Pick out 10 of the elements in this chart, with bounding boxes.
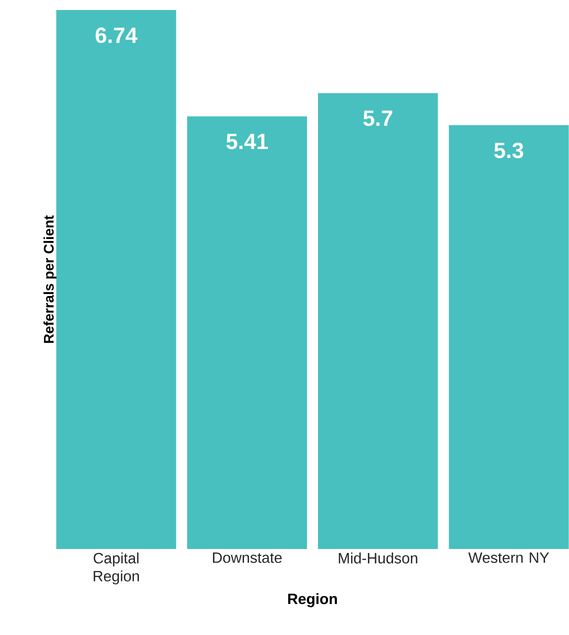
- x-tick-label: Mid-Hudson: [338, 552, 418, 564]
- x-tick-label: Capital Region: [94, 552, 139, 584]
- x-tick-label: Western NY: [468, 552, 550, 563]
- y-axis-title: Referrals per Client: [43, 215, 56, 343]
- data-label: 5.41: [226, 134, 268, 150]
- x-tick-label: Downstate: [212, 552, 282, 563]
- data-label: 5.3: [494, 142, 524, 158]
- x-axis-title: Region: [288, 593, 337, 608]
- data-label: 6.74: [96, 28, 138, 44]
- data-label: 5.7: [363, 110, 392, 126]
